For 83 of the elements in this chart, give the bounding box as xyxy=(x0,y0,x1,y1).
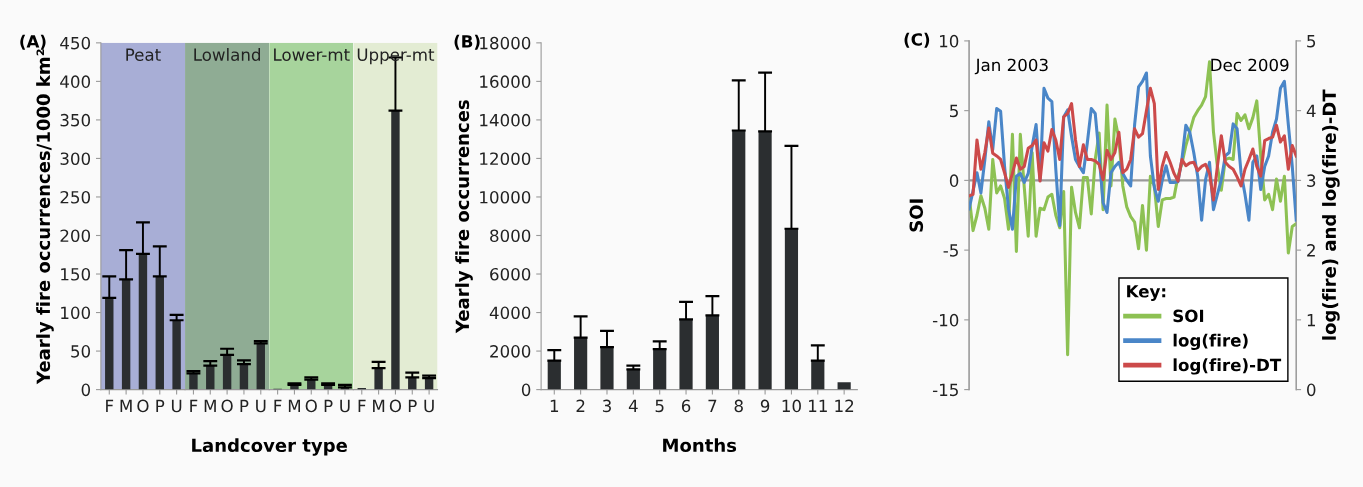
y-tick-label: 150 xyxy=(61,267,91,281)
legend-label: log(fire)-DT xyxy=(1173,358,1282,375)
x-tick-label: P xyxy=(156,399,165,412)
y-tick-label: 200 xyxy=(60,229,91,243)
x-tick-label: P xyxy=(408,399,417,412)
legend-label: SOI xyxy=(1173,309,1204,323)
band-label: Lower-mt xyxy=(274,48,350,61)
y-tick-label: 450 xyxy=(60,36,91,50)
x-tick-label: 5 xyxy=(655,399,664,413)
x-tick-label: 2 xyxy=(576,399,585,412)
y-tick-label: 14000 xyxy=(480,113,531,127)
y-tick-label: -5 xyxy=(943,244,958,257)
x-tick-label: O xyxy=(305,399,317,413)
y-tick-label: 0 xyxy=(521,383,531,397)
x-tick-label: F xyxy=(106,399,114,412)
x-tick-label: P xyxy=(324,399,333,412)
band-label: Peat xyxy=(126,48,161,61)
y-tick-label: -15 xyxy=(932,383,958,397)
x-tick-label: M xyxy=(373,399,385,412)
x-tick-label: 9 xyxy=(760,399,770,413)
y-tick-label: 300 xyxy=(60,152,91,166)
x-tick-label: O xyxy=(389,399,402,413)
y-tick-label: 400 xyxy=(60,75,91,88)
x-tick-label: 1 xyxy=(550,399,559,412)
annotation: Dec 2009 xyxy=(1211,58,1289,72)
y-axis-title: Yearly fire occurrences xyxy=(455,100,473,334)
x-tick-label: 6 xyxy=(681,399,691,413)
chart-title: (B) xyxy=(454,34,480,50)
x-tick-label: U xyxy=(171,399,182,413)
y-tick-label: -10 xyxy=(932,313,959,327)
y2-axis-title: log(fire) and log(fire)-DT xyxy=(1322,89,1340,340)
x-tick-label: 7 xyxy=(708,399,717,412)
x-tick-label: U xyxy=(256,399,266,413)
x-tick-label: U xyxy=(340,399,350,413)
x-tick-label: 8 xyxy=(734,399,743,413)
y-tick-label: 2000 xyxy=(490,345,531,358)
band-label: Lowland xyxy=(194,48,260,61)
y-tick-label: 6000 xyxy=(490,267,531,281)
x-tick-label: O xyxy=(137,399,149,413)
y-tick-label: 16000 xyxy=(480,75,531,88)
x-axis-title: Months xyxy=(663,438,737,453)
x-tick-label: 10 xyxy=(782,399,801,413)
y2-tick-label: 1 xyxy=(1307,314,1315,327)
x-tick-label: M xyxy=(288,399,300,412)
y2-tick-label: 5 xyxy=(1307,35,1316,48)
y-tick-label: 10000 xyxy=(480,190,531,204)
y-tick-label: 100 xyxy=(61,306,91,320)
y-axis-title: SOI xyxy=(909,199,924,232)
x-tick-label: M xyxy=(204,399,216,412)
x-tick-label: 4 xyxy=(628,399,638,412)
x-tick-label: 12 xyxy=(835,399,854,412)
y-tick-label: 4000 xyxy=(489,306,531,320)
x-tick-label: P xyxy=(240,399,249,412)
annotation: Jan 2003 xyxy=(974,58,1048,75)
x-tick-label: F xyxy=(274,399,282,412)
y2-tick-label: 0 xyxy=(1307,383,1316,397)
chart-title: (A) xyxy=(20,34,46,50)
x-tick-label: M xyxy=(120,399,132,412)
y2-tick-label: 3 xyxy=(1307,174,1316,187)
x-tick-label: 11 xyxy=(809,399,827,412)
y-tick-label: 50 xyxy=(71,345,91,358)
y2-tick-label: 2 xyxy=(1307,244,1315,257)
x-tick-label: 3 xyxy=(602,399,611,413)
legend-title: Key: xyxy=(1127,285,1166,301)
x-tick-label: F xyxy=(190,399,198,412)
x-tick-label: F xyxy=(358,399,366,412)
y-tick-label: 8000 xyxy=(490,229,531,243)
band-label: Upper-mt xyxy=(357,48,435,65)
chart-title: (C) xyxy=(904,32,930,48)
x-tick-label: U xyxy=(424,399,434,413)
y-tick-label: 0 xyxy=(81,383,91,397)
x-tick-label: O xyxy=(221,399,233,413)
y-tick-label: 5 xyxy=(950,104,958,118)
y-tick-label: 0 xyxy=(949,174,959,187)
y-tick-label: 350 xyxy=(60,113,91,127)
x-axis-title: Landcover type xyxy=(192,438,347,456)
y2-tick-label: 4 xyxy=(1306,104,1316,117)
y-tick-label: 12000 xyxy=(480,152,531,166)
y-tick-label: 10 xyxy=(939,34,959,48)
y-tick-label: 18000 xyxy=(480,36,531,50)
y-tick-label: 250 xyxy=(60,190,91,204)
legend-label: log(fire) xyxy=(1173,333,1248,351)
y-axis-title: Yearly fire occurrences/1000 km² xyxy=(36,49,54,385)
